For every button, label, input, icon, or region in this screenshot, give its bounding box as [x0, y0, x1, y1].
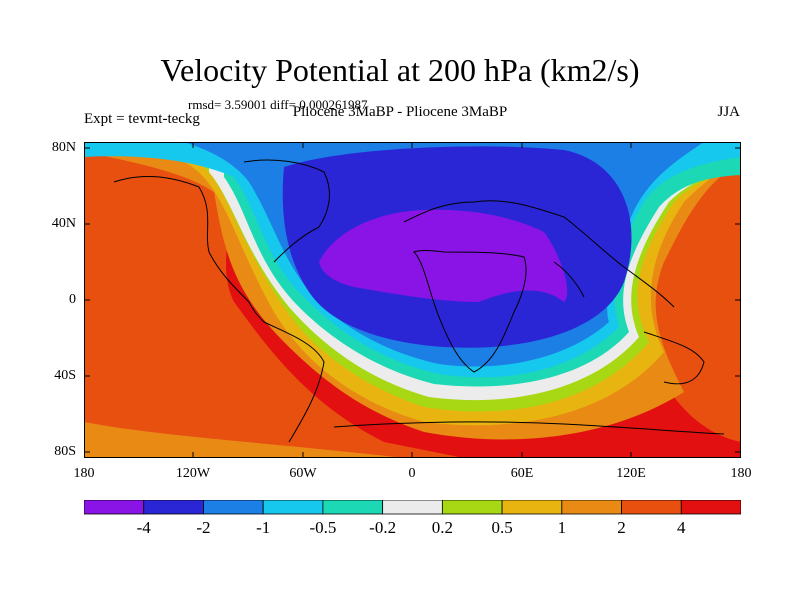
- colorbar-box: [84, 500, 145, 515]
- comparison-label: Pliocene 3MaBP - Pliocene 3MaBP: [292, 104, 508, 120]
- lon-label: 60W: [289, 466, 317, 481]
- colorbar-box: [382, 500, 443, 515]
- colorbar-box: [561, 500, 622, 515]
- lon-label: 120E: [616, 466, 646, 481]
- lat-label: 0: [69, 292, 76, 307]
- lat-label: 40N: [51, 216, 76, 231]
- colorbar-label: -4: [136, 518, 151, 537]
- colorbar-box: [501, 500, 563, 515]
- colorbar-label: 0.2: [431, 518, 453, 537]
- lat-label: 80S: [54, 444, 76, 459]
- map-panel: [84, 142, 741, 458]
- experiment-label: Expt = tevmt-teckg: [84, 111, 200, 127]
- colorbar-box: [680, 500, 741, 515]
- contour-2-to-4: [84, 142, 741, 458]
- colorbar-box: [262, 500, 324, 515]
- contour-neg-4: [319, 209, 568, 302]
- colorbar-label: -0.2: [369, 518, 397, 537]
- colorbar-label: -0.5: [309, 518, 337, 537]
- lon-label: 60E: [510, 466, 534, 481]
- colorbar-label: -2: [196, 518, 211, 537]
- colorbar-label: 2: [617, 518, 626, 537]
- colorbar-label: 1: [557, 518, 567, 537]
- colorbar-box: [322, 500, 384, 515]
- stats-text: rmsd= 3.59001 diff= 0.000261987: [188, 97, 368, 112]
- season-label: JJA: [717, 104, 740, 120]
- lat-ticks: [84, 147, 741, 453]
- colorbar-box: [621, 500, 682, 515]
- colorbar-label: 4: [677, 518, 686, 537]
- plot-title: Velocity Potential at 200 hPa (km2/s): [160, 52, 640, 88]
- lon-ticks: [192, 142, 632, 458]
- lon-label: 0: [408, 466, 416, 481]
- colorbar-box: [441, 500, 503, 515]
- coastlines: [113, 159, 725, 443]
- colorbar-label: 0.5: [491, 518, 513, 537]
- lat-label: 80N: [51, 140, 76, 155]
- colorbar-box: [143, 500, 204, 515]
- lat-label: 40S: [54, 368, 76, 383]
- lon-label: 180: [73, 466, 95, 481]
- colorbar-box: [203, 500, 264, 515]
- colorbar: [84, 500, 741, 515]
- lon-label: 120W: [175, 466, 211, 481]
- colorbar-label: -1: [256, 518, 271, 537]
- lon-label: 180: [730, 466, 752, 481]
